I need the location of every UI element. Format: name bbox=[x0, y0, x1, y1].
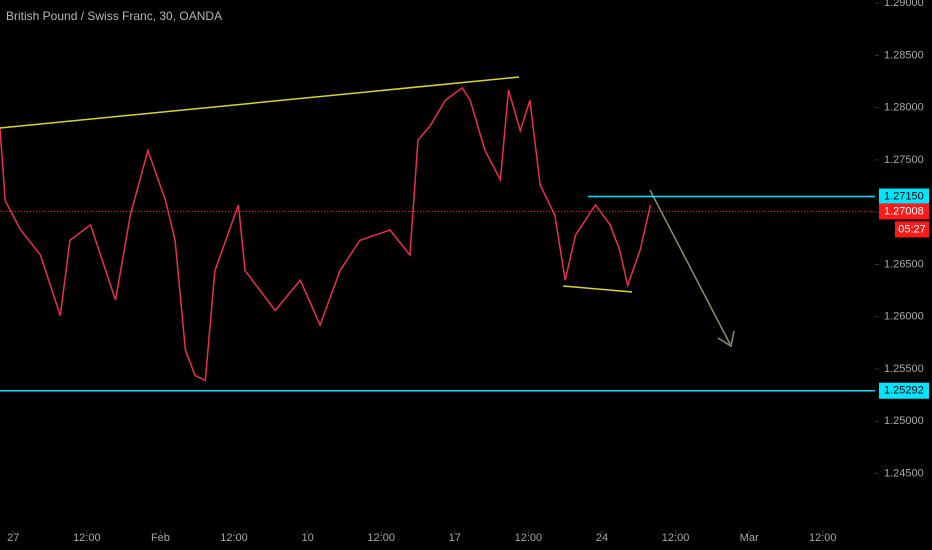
trend-line bbox=[562, 285, 633, 293]
x-tick-label: Mar bbox=[740, 532, 759, 544]
x-tick-label: 12:00 bbox=[367, 532, 395, 544]
y-tick-label: 1.26000 bbox=[884, 311, 924, 323]
y-tick-label: 1.24500 bbox=[884, 467, 924, 479]
x-tick-label: 12:00 bbox=[220, 532, 248, 544]
x-tick-label: Feb bbox=[151, 532, 170, 544]
arrow bbox=[649, 189, 731, 345]
countdown: 05:27 bbox=[898, 223, 926, 235]
price-label-box bbox=[879, 203, 929, 220]
y-tick-label: 1.25000 bbox=[884, 415, 924, 427]
y-tick-label: 1.25500 bbox=[884, 363, 924, 375]
price-label: 1.27150 bbox=[884, 190, 924, 202]
y-tick-label: 1.27500 bbox=[884, 154, 924, 166]
x-tick-label: 27 bbox=[7, 532, 19, 544]
x-tick-label: 12:00 bbox=[809, 532, 837, 544]
trend-line bbox=[0, 76, 520, 129]
price-label-box bbox=[879, 188, 929, 205]
price-label-box bbox=[879, 382, 929, 399]
y-tick-label: 1.29000 bbox=[884, 0, 924, 9]
y-tick-label: 1.28500 bbox=[884, 49, 924, 61]
x-tick-label: 12:00 bbox=[662, 532, 690, 544]
countdown-box bbox=[895, 221, 929, 238]
y-tick-label: 1.26500 bbox=[884, 258, 924, 270]
x-tick-label: 12:00 bbox=[73, 532, 101, 544]
x-tick-label: 12:00 bbox=[515, 532, 543, 544]
x-tick-label: 17 bbox=[449, 532, 461, 544]
x-tick-label: 24 bbox=[596, 532, 608, 544]
price-label: 1.27008 bbox=[884, 205, 924, 217]
y-tick-label: 1.28000 bbox=[884, 102, 924, 114]
price-label: 1.25292 bbox=[884, 385, 924, 397]
price-line bbox=[0, 86, 652, 382]
chart-title: British Pound / Swiss Franc, 30, OANDA bbox=[6, 9, 222, 23]
arrow-head bbox=[717, 330, 735, 348]
x-tick-label: 10 bbox=[301, 532, 313, 544]
